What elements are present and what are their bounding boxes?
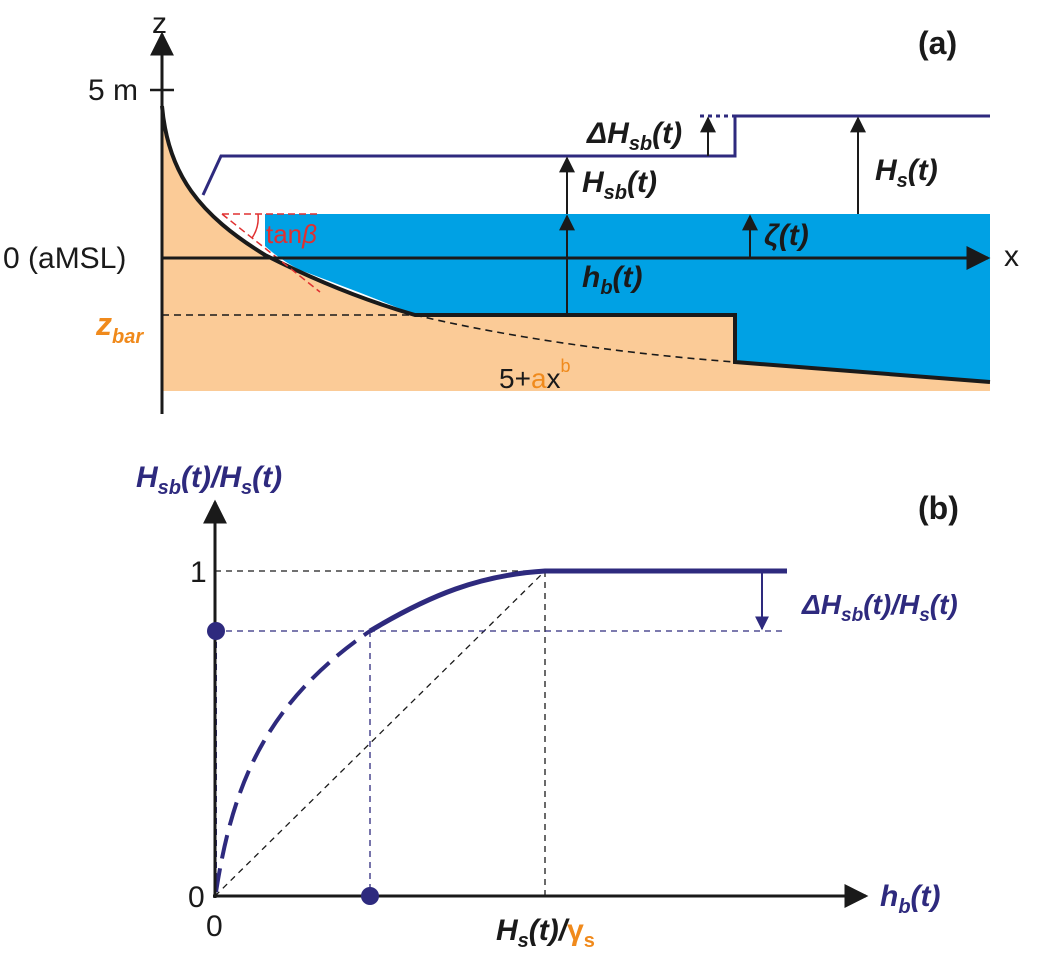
ratio-curve-dashed bbox=[214, 629, 372, 893]
sand-profile bbox=[162, 110, 990, 391]
tick-5m-label: 5 m bbox=[88, 74, 138, 107]
profile-equation: 5+axb bbox=[499, 356, 571, 394]
profile-line bbox=[160, 105, 991, 384]
panel-b: (b) Hsb(t)/Hs(t) hb(t) 1 0 0 Hs(t)/γs ΔH… bbox=[136, 461, 959, 952]
dhsb-label: ΔHsb(t) bbox=[586, 117, 682, 155]
hsb-label: Hsb(t) bbox=[582, 166, 657, 204]
y-axis-title: Hsb(t)/Hs(t) bbox=[136, 461, 282, 499]
ratio-drop-label: ΔHsb(t)/Hs(t) bbox=[801, 589, 958, 626]
zeta-label: ζ(t) bbox=[764, 219, 809, 252]
tick-y0-label: 0 bbox=[188, 881, 205, 914]
zbar-label: zbar bbox=[95, 306, 144, 348]
point-hb-on-axis bbox=[361, 887, 379, 905]
guide-diagonal bbox=[214, 570, 546, 897]
tick-0-label: 0 (aMSL) bbox=[3, 242, 126, 275]
tanbeta-label: tanβ bbox=[266, 219, 317, 249]
z-axis-label: z bbox=[152, 7, 167, 40]
water-body bbox=[265, 214, 990, 382]
x-axis-label: x bbox=[1004, 240, 1019, 273]
tick-x0-label: 0 bbox=[206, 910, 223, 943]
point-ratio-on-axis bbox=[207, 622, 225, 640]
x-axis-title-b: hb(t) bbox=[880, 880, 941, 918]
ratio-curve-solid bbox=[368, 568, 787, 634]
hs-label: Hs(t) bbox=[875, 154, 938, 192]
tanbeta-slope-line bbox=[221, 213, 321, 293]
x-mark-label: Hs(t)/γs bbox=[496, 914, 595, 952]
tanbeta-arc bbox=[251, 213, 259, 239]
panel-b-label: (b) bbox=[918, 490, 959, 526]
tick-y1-label: 1 bbox=[190, 556, 207, 589]
panel-a: tanβ z x 5 m 0 (aMSL) (a) zbar 5+axb Hs(… bbox=[3, 7, 1019, 414]
panel-a-label: (a) bbox=[918, 25, 957, 61]
wave-height-line bbox=[201, 114, 990, 196]
hb-label: hb(t) bbox=[582, 261, 643, 299]
